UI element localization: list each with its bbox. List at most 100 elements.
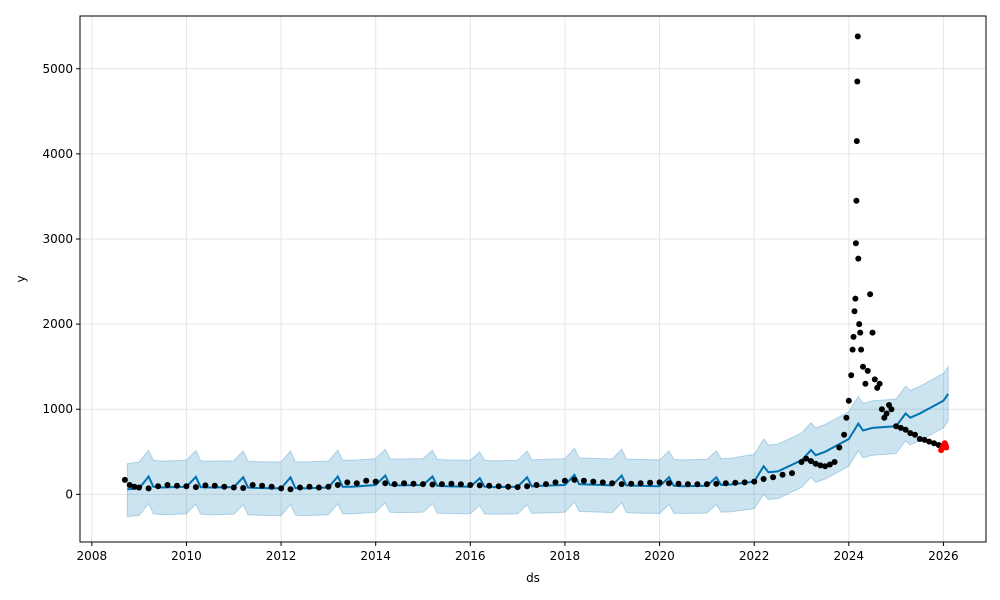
observed-point	[457, 481, 464, 488]
observed-point	[798, 459, 805, 465]
observed-point	[609, 480, 616, 487]
observed-point	[856, 321, 863, 328]
y-axis: 0 1000 2000 3000 4000 5000	[42, 62, 80, 501]
observed-point	[760, 476, 767, 482]
observed-point	[852, 240, 859, 247]
observed-point	[666, 480, 672, 487]
observed-point	[325, 483, 332, 490]
observed-point	[867, 291, 874, 298]
observed-point	[287, 486, 294, 493]
observed-point	[268, 483, 275, 490]
observed-point	[770, 474, 777, 481]
observed-point	[131, 483, 138, 490]
observed-point	[878, 406, 885, 413]
x-tick-label: 2018	[550, 549, 581, 563]
observed-point	[297, 484, 303, 491]
observed-point	[164, 482, 171, 488]
observed-point	[843, 414, 850, 421]
observed-point	[438, 481, 445, 488]
observed-point	[315, 484, 322, 491]
observed-point	[505, 483, 512, 490]
observed-point	[912, 431, 918, 438]
observed-point	[864, 367, 871, 374]
recent-points	[938, 440, 950, 454]
observed-point	[524, 483, 531, 490]
observed-point	[931, 440, 937, 447]
y-tick-label: 0	[65, 487, 73, 501]
observed-point	[391, 481, 398, 488]
observed-point	[637, 480, 644, 487]
observed-point	[121, 476, 128, 483]
observed-point	[849, 346, 856, 353]
observed-point	[363, 477, 370, 484]
observed-point	[136, 484, 143, 491]
observed-point	[853, 138, 860, 145]
observed-point	[893, 423, 900, 430]
observed-point	[221, 483, 228, 490]
observed-point	[916, 436, 923, 442]
observed-point	[240, 485, 247, 491]
x-tick-label: 2016	[455, 549, 486, 563]
observed-point	[278, 485, 285, 492]
observed-point	[694, 481, 701, 488]
observed-point	[211, 482, 218, 489]
observed-point	[860, 363, 866, 370]
observed-points	[121, 33, 947, 493]
observed-point	[854, 78, 861, 85]
observed-point	[675, 480, 682, 487]
observed-point	[855, 255, 862, 262]
observed-point	[571, 476, 578, 483]
observed-point	[145, 485, 152, 492]
recent-point	[943, 444, 950, 451]
observed-point	[803, 455, 810, 462]
observed-point	[858, 346, 865, 353]
y-tick-label: 5000	[42, 62, 73, 76]
observed-point	[862, 380, 869, 387]
y-tick-label: 3000	[42, 232, 73, 246]
observed-point	[306, 483, 313, 490]
observed-point	[703, 481, 710, 488]
observed-point	[429, 481, 436, 488]
observed-point	[853, 197, 860, 204]
observed-point	[514, 484, 521, 491]
plot-frame	[79, 15, 987, 543]
observed-point	[779, 471, 786, 478]
x-axis: 2008 2010 2012 2014 2016 2018 2020 2022 2024 2026	[77, 542, 959, 563]
observed-point	[183, 483, 190, 490]
observed-point	[192, 484, 199, 491]
forecast-line	[127, 393, 950, 491]
y-tick-label: 4000	[42, 147, 73, 161]
observed-point	[533, 482, 540, 488]
observed-point	[883, 410, 890, 417]
observed-point	[420, 481, 426, 488]
observed-point	[789, 470, 795, 477]
x-tick-label: 2012	[266, 549, 297, 563]
observed-point	[155, 483, 162, 490]
y-tick-label: 1000	[42, 402, 73, 416]
observed-point	[854, 33, 861, 40]
observed-point	[902, 426, 909, 433]
observed-point	[344, 479, 351, 486]
observed-point	[897, 424, 904, 431]
observed-point	[382, 480, 389, 487]
observed-point	[888, 406, 895, 413]
observed-point	[826, 461, 833, 468]
observed-point	[580, 477, 587, 484]
observed-point	[852, 295, 859, 302]
observed-point	[751, 478, 758, 485]
x-tick-label: 2022	[739, 549, 770, 563]
observed-point	[561, 477, 568, 484]
observed-point	[851, 308, 858, 315]
observed-point	[836, 444, 843, 451]
observed-point	[590, 478, 597, 485]
y-axis-title: y	[14, 275, 28, 282]
observed-point	[656, 479, 663, 486]
x-tick-label: 2014	[360, 549, 391, 563]
uncertainty-band	[126, 365, 949, 518]
observed-point	[495, 483, 502, 490]
observed-point	[448, 480, 455, 487]
observed-point	[713, 480, 720, 487]
observed-point	[812, 460, 819, 467]
